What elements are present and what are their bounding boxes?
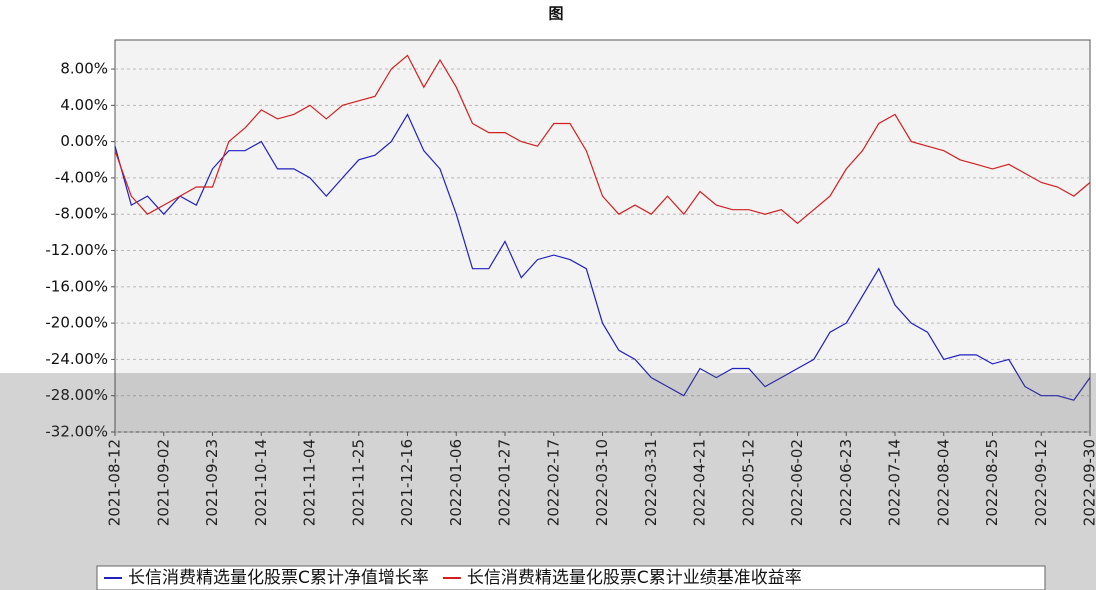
x-tick-label: 2022-06-23 xyxy=(837,439,855,526)
legend-label: 长信消费精选量化股票C累计净值增长率 xyxy=(128,568,429,588)
y-tick-label: -32.00% xyxy=(45,423,108,441)
x-tick-label: 2022-08-04 xyxy=(934,439,952,526)
x-tick-label: 2022-03-10 xyxy=(593,439,611,526)
y-tick-label: -20.00% xyxy=(45,314,108,332)
x-tick-label: 2022-03-31 xyxy=(642,439,660,526)
x-tick-label: 2022-04-21 xyxy=(691,439,709,526)
x-tick-label: 2021-08-12 xyxy=(106,439,124,526)
x-tick-label: 2022-05-12 xyxy=(739,439,757,526)
x-tick-label: 2021-09-23 xyxy=(203,439,221,526)
x-tick-label: 2021-11-04 xyxy=(301,439,319,526)
y-tick-label: 8.00% xyxy=(60,60,108,78)
legend xyxy=(96,565,1046,590)
x-tick-label: 2022-09-12 xyxy=(1032,439,1050,526)
y-tick-label: 4.00% xyxy=(60,96,108,114)
y-tick-label: -16.00% xyxy=(45,277,108,295)
series-line xyxy=(114,54,1091,225)
series-line xyxy=(114,113,1091,401)
legend-label: 长信消费精选量化股票C累计业绩基准收益率 xyxy=(467,568,802,588)
y-tick-label: -28.00% xyxy=(45,386,108,404)
x-tick-label: 2022-08-25 xyxy=(983,439,1001,526)
y-tick-label: 0.00% xyxy=(60,132,108,150)
x-tick-label: 2022-09-30 xyxy=(1081,439,1096,526)
chart-title: 图 xyxy=(548,5,563,23)
x-tick-label: 2022-06-02 xyxy=(788,439,806,526)
y-tick-label: -8.00% xyxy=(55,205,108,223)
x-tick-label: 2021-10-14 xyxy=(252,439,270,526)
x-tick-label: 2021-12-16 xyxy=(398,439,416,526)
y-tick-label: -4.00% xyxy=(55,168,108,186)
y-tick-label: -12.00% xyxy=(45,241,108,259)
x-tick-label: 2021-11-25 xyxy=(349,439,367,526)
x-tick-label: 2022-01-27 xyxy=(496,439,514,526)
x-tick-label: 2021-09-02 xyxy=(154,439,172,526)
x-tick-label: 2022-07-14 xyxy=(886,439,904,526)
layer: -32.00% -28.00% -24.00% -20.00% -16.00% -12.0… xyxy=(45,54,1096,526)
x-tick-label: 2022-02-17 xyxy=(544,439,562,526)
overlay xyxy=(0,373,1096,590)
x-tick-label: 2022-01-06 xyxy=(447,439,465,526)
y-tick-label: -24.00% xyxy=(45,350,108,368)
